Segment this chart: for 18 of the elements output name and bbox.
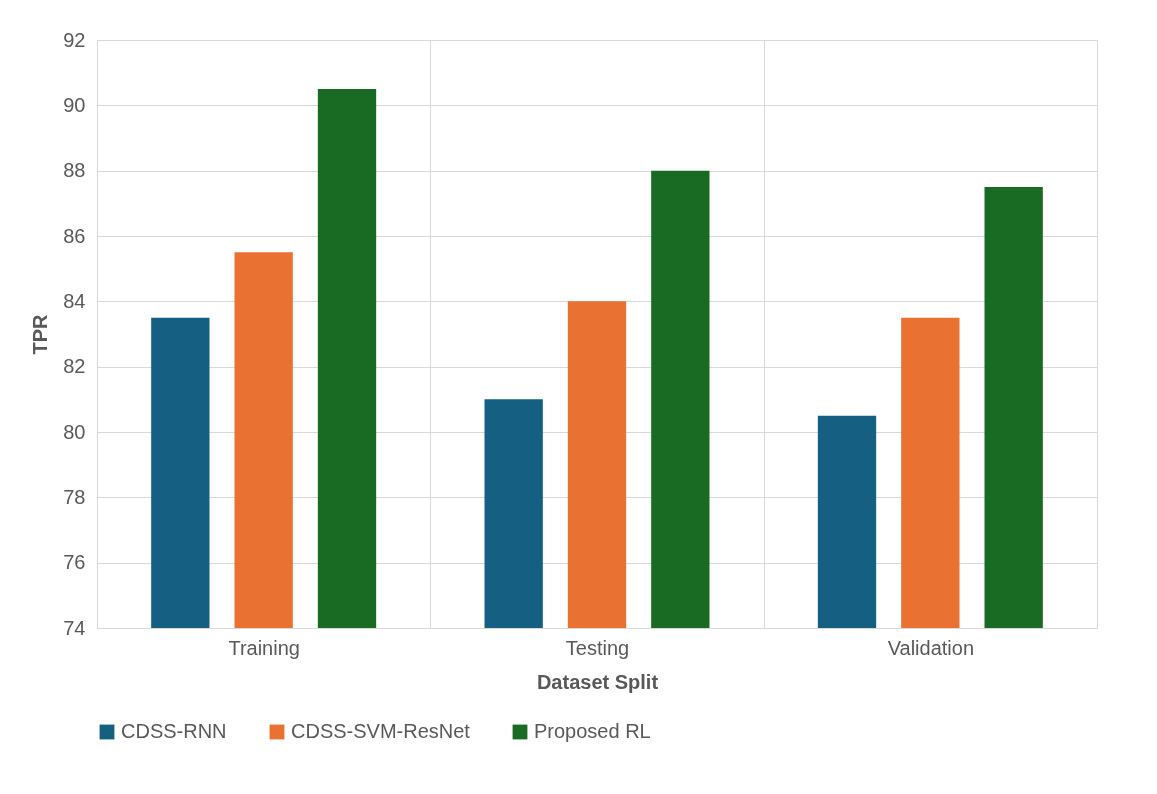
x-tick-label: Validation [887, 636, 975, 659]
y-axis-title: TPR [29, 313, 52, 355]
y-tick-label: 82 [63, 355, 86, 378]
y-tick-label: 80 [63, 420, 86, 443]
y-tick-label: 74 [63, 616, 86, 639]
x-tick-label: Testing [565, 636, 630, 659]
y-tick-label: 76 [63, 551, 86, 574]
y-tick-label: 88 [63, 159, 86, 182]
legend-label: CDSS-RNN [121, 720, 227, 742]
x-tick-label: Training [228, 636, 300, 659]
x-axis-title: Dataset Split [536, 670, 659, 693]
legend-label: Proposed RL [534, 720, 651, 742]
y-tick-label: 86 [63, 224, 86, 247]
legend-label: CDSS-SVM-ResNet [291, 720, 471, 742]
y-tick-label: 90 [63, 93, 86, 116]
y-tick-label: 78 [63, 485, 86, 508]
y-tick-label: 84 [63, 289, 86, 312]
y-tick-label: 92 [63, 28, 86, 51]
